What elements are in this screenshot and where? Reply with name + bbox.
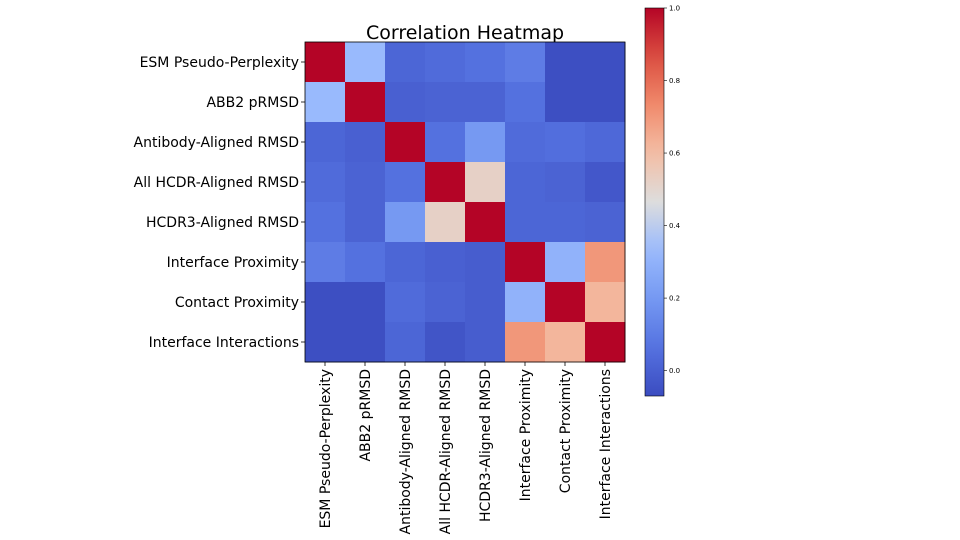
heatmap-cell-0-7	[585, 42, 626, 83]
heatmap-cell-1-2	[385, 82, 426, 123]
heatmap-cell-1-6	[545, 82, 586, 123]
x-tick-label: ESM Pseudo-Perplexity	[318, 369, 334, 528]
heatmap-cell-4-3	[425, 202, 466, 243]
colorbar-tick-label: 0.6	[669, 150, 681, 158]
heatmap-cell-4-5	[505, 202, 546, 243]
heatmap-cell-6-6	[545, 282, 586, 323]
heatmap-cell-4-1	[345, 202, 386, 243]
y-tick-label: ESM Pseudo-Perplexity	[140, 55, 299, 71]
heatmap-cell-7-5	[505, 322, 546, 363]
heatmap-cell-0-5	[505, 42, 546, 83]
heatmap-cell-7-7	[585, 322, 626, 363]
colorbar-tick-label: 1.0	[669, 5, 680, 13]
heatmap-cell-3-1	[345, 162, 386, 203]
heatmap-cell-3-2	[385, 162, 426, 203]
heatmap-cell-7-1	[345, 322, 386, 363]
heatmap-cell-2-5	[505, 122, 546, 163]
heatmap-cell-5-7	[585, 242, 626, 283]
x-tick-label: All HCDR-Aligned RMSD	[438, 369, 454, 534]
heatmap-cell-4-0	[305, 202, 346, 243]
heatmap-cell-7-2	[385, 322, 426, 363]
heatmap-cell-1-7	[585, 82, 626, 123]
y-axis-labels: ESM Pseudo-Perplexity ABB2 pRMSD Antibody-…	[134, 55, 305, 351]
heatmap-cell-1-5	[505, 82, 546, 123]
heatmap-cells	[305, 42, 626, 363]
heatmap-cell-2-0	[305, 122, 346, 163]
heatmap-cell-5-2	[385, 242, 426, 283]
heatmap-cell-3-4	[465, 162, 506, 203]
heatmap-cell-5-5	[505, 242, 546, 283]
heatmap-cell-0-0	[305, 42, 346, 83]
colorbar	[644, 7, 665, 397]
y-tick-label: Antibody-Aligned RMSD	[134, 135, 300, 151]
heatmap-cell-5-4	[465, 242, 506, 283]
heatmap-cell-1-4	[465, 82, 506, 123]
y-tick-label: Interface Interactions	[149, 335, 299, 351]
heatmap-cell-2-4	[465, 122, 506, 163]
heatmap-cell-7-6	[545, 322, 586, 363]
heatmap-cell-0-4	[465, 42, 506, 83]
heatmap-cell-6-7	[585, 282, 626, 323]
x-tick-label: Contact Proximity	[558, 369, 574, 493]
x-tick-label: Interface Proximity	[518, 369, 534, 501]
colorbar-tick-label: 0.0	[669, 367, 680, 375]
heatmap-cell-2-3	[425, 122, 466, 163]
heatmap-cell-5-0	[305, 242, 346, 283]
heatmap-cell-4-4	[465, 202, 506, 243]
heatmap-cell-3-7	[585, 162, 626, 203]
y-tick-label: Interface Proximity	[167, 255, 299, 271]
x-tick-label: Interface Interactions	[598, 369, 614, 519]
heatmap-cell-6-5	[505, 282, 546, 323]
heatmap-cell-2-2	[385, 122, 426, 163]
x-axis-labels: ESM Pseudo-Perplexity ABB2 pRMSD Antibody-…	[318, 362, 614, 535]
heatmap-cell-0-3	[425, 42, 466, 83]
heatmap-cell-5-3	[425, 242, 466, 283]
heatmap-cell-2-1	[345, 122, 386, 163]
heatmap-cell-0-6	[545, 42, 586, 83]
heatmap-cell-3-0	[305, 162, 346, 203]
heatmap-cell-4-2	[385, 202, 426, 243]
heatmap-cell-7-0	[305, 322, 346, 363]
heatmap-cell-0-1	[345, 42, 386, 83]
heatmap-frame	[304, 41, 626, 363]
colorbar-tick-label: 0.2	[669, 295, 680, 303]
heatmap-cell-2-6	[545, 122, 586, 163]
colorbar-ticks: 0.0 0.2 0.4 0.6 0.8 1.0	[664, 5, 681, 375]
heatmap-cell-4-7	[585, 202, 626, 243]
y-tick-label: HCDR3-Aligned RMSD	[146, 215, 299, 231]
chart-title: Correlation Heatmap	[366, 22, 564, 44]
colorbar-tick-label: 0.8	[669, 77, 680, 85]
heatmap-cell-6-3	[425, 282, 466, 323]
heatmap-cell-1-1	[345, 82, 386, 123]
y-tick-label: Contact Proximity	[175, 295, 299, 311]
heatmap-cell-3-3	[425, 162, 466, 203]
x-tick-label: ABB2 pRMSD	[358, 369, 374, 462]
x-tick-label: Antibody-Aligned RMSD	[398, 369, 414, 535]
heatmap-cell-6-2	[385, 282, 426, 323]
heatmap-cell-2-7	[585, 122, 626, 163]
colorbar-tick-label: 0.4	[669, 222, 681, 230]
heatmap-cell-5-1	[345, 242, 386, 283]
heatmap-cell-4-6	[545, 202, 586, 243]
heatmap-cell-3-6	[545, 162, 586, 203]
heatmap-cell-5-6	[545, 242, 586, 283]
heatmap-cell-7-4	[465, 322, 506, 363]
heatmap-cell-6-4	[465, 282, 506, 323]
heatmap-cell-1-3	[425, 82, 466, 123]
heatmap-cell-6-0	[305, 282, 346, 323]
y-tick-label: ABB2 pRMSD	[206, 95, 299, 111]
heatmap-cell-1-0	[305, 82, 346, 123]
heatmap-cell-7-3	[425, 322, 466, 363]
heatmap-cell-6-1	[345, 282, 386, 323]
y-tick-label: All HCDR-Aligned RMSD	[134, 175, 299, 191]
heatmap-cell-3-5	[505, 162, 546, 203]
x-tick-label: HCDR3-Aligned RMSD	[478, 369, 494, 522]
heatmap-cell-0-2	[385, 42, 426, 83]
